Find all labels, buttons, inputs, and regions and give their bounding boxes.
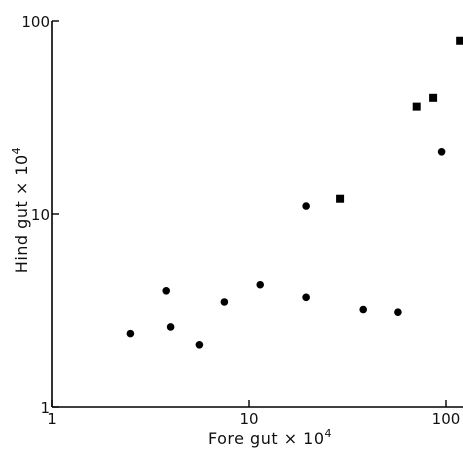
data-points (126, 36, 463, 349)
x-tick-label: 100 (432, 410, 461, 428)
data-point-square (336, 194, 345, 203)
axis-ticks: 1 10 100 1 10 100 (21, 13, 460, 428)
data-point-circle (437, 148, 446, 156)
data-point-circle (302, 202, 310, 210)
x-tick-label: 10 (239, 410, 258, 428)
data-point-circle (166, 323, 175, 331)
data-point-circle (394, 308, 402, 316)
data-point-square (429, 93, 438, 102)
x-axis-title: Fore gut × 104 (208, 427, 332, 448)
data-point-circle (195, 341, 204, 349)
axes (51, 21, 463, 408)
data-point-square (412, 102, 421, 111)
data-point-circle (302, 293, 310, 302)
data-point-square (456, 36, 463, 45)
data-point-circle (126, 329, 135, 338)
data-point-circle (359, 305, 368, 314)
data-point-circle (256, 280, 265, 289)
y-tick-label: 1 (40, 399, 50, 417)
y-tick-label: 100 (21, 13, 50, 31)
data-point-circle (162, 287, 171, 295)
y-tick-label: 10 (31, 206, 50, 224)
x-tick-label: 1 (47, 410, 57, 428)
data-point-circle (220, 298, 229, 306)
y-axis-title: Hind gut × 104 (10, 147, 31, 273)
